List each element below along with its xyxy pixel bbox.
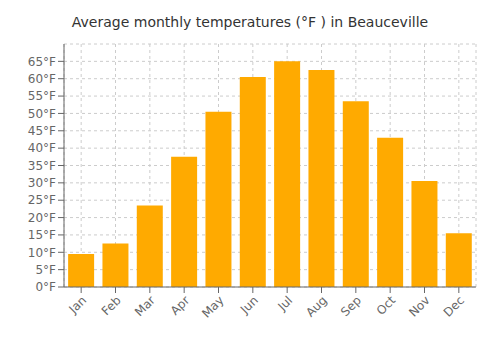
svg-text:Mar: Mar [132, 293, 158, 319]
svg-text:25°F: 25°F [28, 193, 56, 207]
svg-text:Dec: Dec [441, 293, 467, 319]
svg-text:5°F: 5°F [35, 263, 56, 277]
svg-text:10°F: 10°F [28, 246, 56, 260]
svg-text:Nov: Nov [406, 293, 432, 319]
svg-text:20°F: 20°F [28, 211, 56, 225]
svg-text:60°F: 60°F [28, 72, 56, 86]
svg-text:Oct: Oct [374, 293, 399, 318]
svg-text:May: May [199, 293, 226, 320]
svg-text:30°F: 30°F [28, 176, 56, 190]
svg-text:Jan: Jan [66, 293, 90, 317]
svg-text:15°F: 15°F [28, 228, 56, 242]
svg-text:65°F: 65°F [28, 55, 56, 69]
svg-text:Feb: Feb [99, 293, 124, 318]
svg-text:40°F: 40°F [28, 141, 56, 155]
svg-text:0°F: 0°F [35, 280, 56, 294]
svg-text:55°F: 55°F [28, 89, 56, 103]
svg-text:45°F: 45°F [28, 124, 56, 138]
svg-text:Jun: Jun [237, 293, 261, 317]
svg-text:Jul: Jul [274, 293, 295, 314]
svg-text:Apr: Apr [168, 293, 193, 318]
svg-text:50°F: 50°F [28, 107, 56, 121]
svg-text:35°F: 35°F [28, 159, 56, 173]
html-text:Average monthly temperatures (: Average monthly temperatures (°F ) in Be… [71, 14, 429, 30]
svg-text:Aug: Aug [303, 293, 329, 319]
svg-text:Sep: Sep [338, 293, 364, 319]
